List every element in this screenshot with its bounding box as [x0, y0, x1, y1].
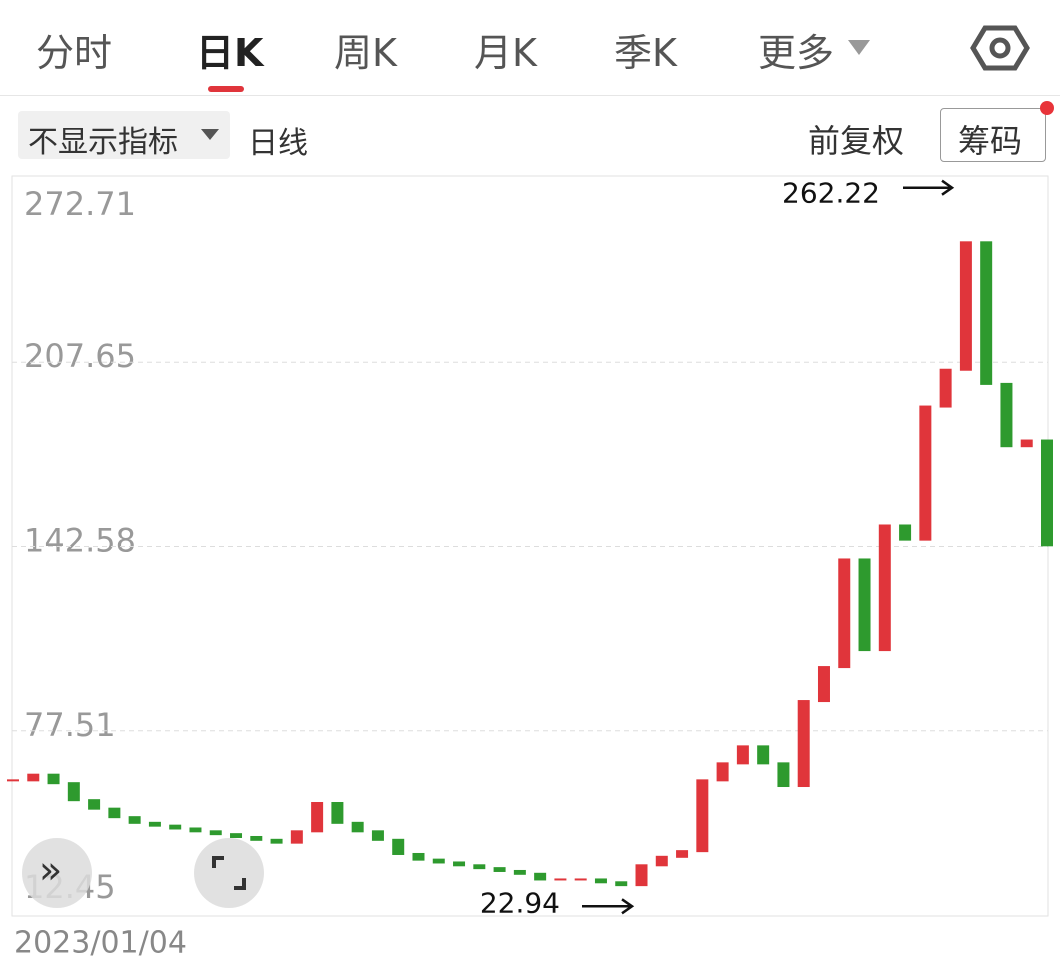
candle: [696, 779, 709, 853]
candle: [817, 666, 830, 703]
candle: [290, 830, 303, 844]
high-label: 262.22: [782, 177, 880, 210]
candle: [959, 241, 972, 371]
candle: [676, 850, 689, 858]
candle: [716, 762, 729, 782]
candle: [554, 878, 567, 881]
candle: [453, 861, 466, 867]
tab[interactable]: 月K: [474, 31, 537, 75]
candle: [311, 802, 324, 833]
indicator-label: 不显示指标: [28, 125, 178, 160]
chips-button[interactable]: 筹码: [940, 108, 1046, 162]
candle: [1000, 382, 1013, 448]
candle: [331, 802, 344, 824]
fullscreen-button[interactable]: [194, 838, 264, 908]
low-arrow: [582, 898, 635, 915]
candle: [67, 782, 80, 802]
divider: [0, 95, 1060, 96]
candle: [169, 824, 182, 830]
candle: [797, 700, 810, 788]
settings-icon[interactable]: [970, 20, 1030, 76]
candle: [250, 835, 263, 841]
candle: [635, 864, 648, 887]
period-label: 日线: [248, 126, 308, 161]
tab[interactable]: 分时: [36, 31, 113, 75]
candle: [513, 869, 526, 875]
adjust-button[interactable]: 前复权: [808, 122, 905, 160]
candle: [574, 878, 587, 881]
candle: [473, 864, 486, 870]
candle: [858, 558, 871, 652]
candle: [1020, 439, 1033, 448]
candle: [230, 833, 243, 838]
candle: [189, 827, 202, 833]
tab[interactable]: 周K: [334, 31, 397, 75]
candle: [777, 762, 790, 788]
candle: [615, 881, 628, 887]
start-date: 2023/01/04: [14, 926, 187, 961]
fullscreen-icon: [212, 856, 246, 890]
candle: [128, 816, 141, 824]
candle: [534, 872, 547, 881]
candle: [270, 838, 283, 844]
y-tick-label: 272.71: [24, 185, 136, 223]
candle: [108, 807, 121, 819]
more-arrow: [848, 40, 870, 55]
candle: [88, 799, 101, 810]
tab[interactable]: 更多: [758, 31, 835, 75]
candle: [899, 524, 912, 541]
candle: [412, 852, 425, 861]
candle: [594, 878, 607, 884]
y-tick-label: 142.58: [24, 522, 136, 560]
candle: [838, 558, 851, 669]
candle: [919, 405, 932, 541]
low-label: 22.94: [480, 886, 560, 919]
candle: [655, 855, 668, 867]
candle: [432, 858, 445, 864]
candle: [148, 821, 161, 827]
candle: [757, 745, 770, 765]
tab[interactable]: 季K: [614, 31, 677, 75]
candle: [736, 745, 749, 765]
candle: [1041, 439, 1053, 547]
high-arrow: [903, 179, 955, 196]
notification-dot: [1040, 101, 1054, 115]
candle: [7, 779, 19, 782]
y-tick-label: 77.51: [24, 706, 116, 744]
active-underline: [208, 86, 244, 92]
candle: [493, 867, 506, 872]
chips-label: 筹码: [958, 122, 1023, 160]
candle: [371, 830, 384, 841]
candle: [27, 773, 40, 782]
candle: [351, 821, 364, 833]
candle: [392, 838, 405, 855]
candle: [939, 368, 952, 408]
candle: [209, 830, 222, 836]
indicator-dropdown[interactable]: 不显示指标: [18, 111, 230, 160]
tab[interactable]: 日K: [196, 31, 264, 75]
y-tick-label: 207.65: [24, 337, 136, 375]
candle: [878, 524, 891, 652]
expand-left-button[interactable]: »: [22, 838, 92, 908]
dropdown-arrow: [201, 129, 219, 140]
candle: [980, 241, 993, 385]
candle: [47, 773, 60, 785]
